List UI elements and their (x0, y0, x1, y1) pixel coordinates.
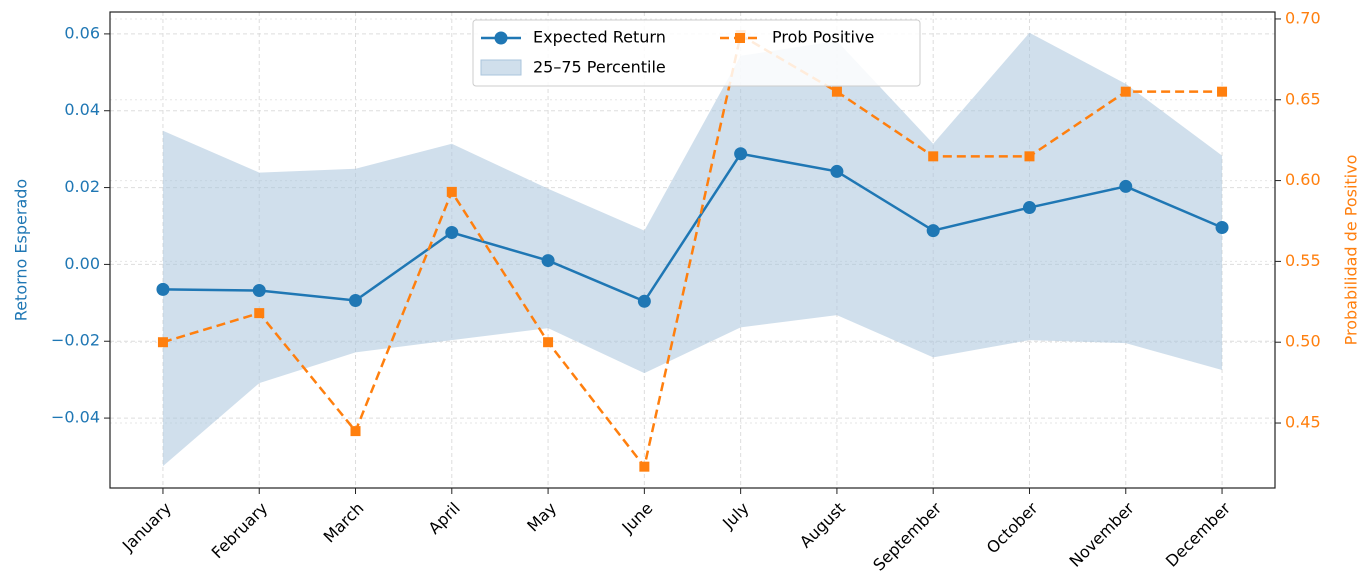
y2-tick-label: 0.65 (1285, 89, 1321, 108)
legend-swatch (480, 59, 522, 76)
marker (926, 224, 940, 238)
marker (252, 284, 266, 298)
marker (639, 461, 650, 472)
legend-label: Prob Positive (772, 28, 874, 47)
y2-tick-label: 0.60 (1285, 170, 1321, 189)
marker (541, 254, 555, 268)
y2-tick-label: 0.70 (1285, 8, 1321, 27)
x-tick-label: March (320, 499, 368, 547)
marker (1022, 201, 1036, 215)
legend-label: 25–75 Percentile (533, 58, 666, 77)
y-tick-label: 0.02 (64, 177, 100, 196)
legend: Expected Return 25–75 Percentile Prob Posi… (472, 19, 921, 87)
marker (637, 294, 651, 308)
marker (254, 308, 265, 319)
marker (445, 226, 459, 240)
legend-label: Expected Return (533, 28, 666, 47)
y2-tick-label: 0.50 (1285, 332, 1321, 351)
marker (543, 337, 554, 348)
legend-swatch (494, 31, 508, 45)
marker (1215, 221, 1229, 235)
x-tick-label: July (718, 499, 752, 533)
plot-frame (109, 11, 1276, 489)
y-tick-label: −0.04 (51, 408, 100, 427)
x-tick-label: October (983, 498, 1042, 557)
marker (734, 147, 748, 161)
series-line (162, 152, 1223, 303)
legend-swatch (735, 33, 745, 43)
marker (831, 86, 842, 97)
x-tick-label: August (796, 499, 849, 552)
y-tick-label: 0.06 (64, 23, 100, 42)
y-tick-label: 0.04 (64, 100, 100, 119)
y2-axis-label: Probabilidad de Positivo (1342, 155, 1361, 346)
marker (1024, 151, 1035, 162)
marker (1217, 86, 1228, 97)
marker (830, 164, 844, 178)
marker (350, 426, 361, 437)
x-tick-label: April (425, 499, 464, 538)
marker (349, 294, 363, 308)
y-axis-label: Retorno Esperado (12, 179, 31, 321)
series-line (162, 33, 1223, 470)
marker (1120, 86, 1131, 97)
x-tick-label: June (618, 499, 657, 538)
x-tick-label: May (523, 499, 560, 536)
marker (1119, 179, 1133, 193)
y-tick-label: 0.00 (64, 254, 100, 273)
x-tick-label: November (1065, 498, 1138, 571)
x-tick-label: January (118, 499, 175, 556)
x-tick-label: September (869, 498, 945, 574)
marker (157, 337, 168, 348)
y2-tick-label: 0.45 (1285, 413, 1321, 432)
marker (928, 151, 939, 162)
y2-tick-label: 0.55 (1285, 251, 1321, 270)
legend-box (472, 19, 921, 87)
x-tick-label: February (208, 499, 272, 563)
marker (446, 186, 457, 197)
y-tick-label: −0.02 (51, 331, 100, 350)
x-tick-label: December (1162, 498, 1234, 570)
marker (156, 282, 170, 296)
